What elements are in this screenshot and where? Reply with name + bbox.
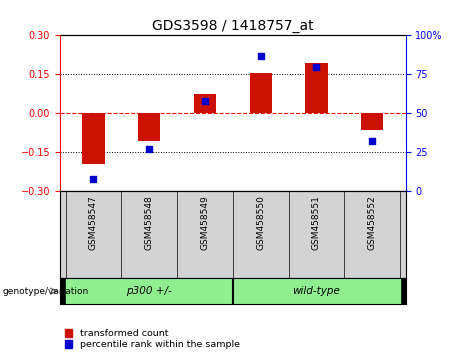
Bar: [65, 278, 233, 304]
Point: [146, 146, 153, 152]
Text: p300 +/-: p300 +/-: [126, 286, 172, 296]
Point: [90, 176, 97, 182]
Text: GSM458550: GSM458550: [256, 195, 265, 250]
Bar: [305, 63, 328, 113]
Bar: [361, 113, 384, 130]
Text: GSM458549: GSM458549: [201, 195, 209, 250]
Text: GSM458551: GSM458551: [312, 195, 321, 250]
Point: [201, 98, 209, 104]
Text: GSM458552: GSM458552: [368, 195, 377, 250]
Bar: [233, 278, 400, 304]
Bar: [82, 113, 105, 164]
Bar: [194, 94, 216, 113]
Text: genotype/variation: genotype/variation: [2, 287, 89, 296]
Legend: transformed count, percentile rank within the sample: transformed count, percentile rank withi…: [65, 329, 240, 349]
Bar: [138, 113, 160, 141]
Text: GSM458547: GSM458547: [89, 195, 98, 250]
Title: GDS3598 / 1418757_at: GDS3598 / 1418757_at: [152, 19, 313, 33]
Text: wild-type: wild-type: [293, 286, 340, 296]
Point: [368, 138, 376, 144]
Text: GSM458548: GSM458548: [145, 195, 154, 250]
Point: [313, 64, 320, 69]
Bar: [249, 73, 272, 113]
Point: [257, 53, 264, 58]
